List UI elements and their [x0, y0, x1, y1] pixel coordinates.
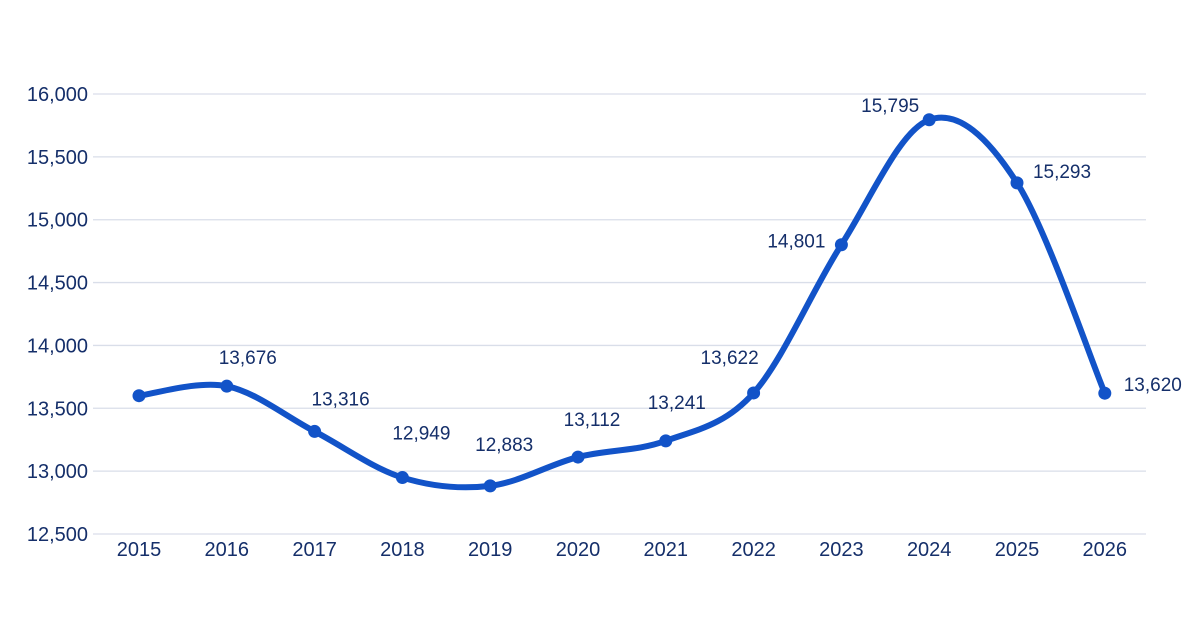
data-point-label: 13,620: [1124, 375, 1182, 396]
y-axis-tick-label: 15,500: [27, 147, 88, 169]
data-point-label: 15,293: [1033, 162, 1091, 183]
y-axis-tick-label: 13,000: [27, 461, 88, 483]
data-point-marker: [308, 424, 322, 438]
data-point-marker: [922, 113, 936, 127]
x-axis-tick-label: 2017: [292, 539, 337, 561]
x-axis-tick-label: 2021: [644, 539, 689, 561]
data-point-label: 13,241: [648, 393, 706, 414]
data-point-marker: [659, 434, 673, 448]
y-axis-tick-label: 15,000: [27, 210, 88, 232]
data-point-label: 13,676: [219, 348, 277, 369]
data-point-marker: [834, 238, 848, 252]
x-axis-tick-label: 2015: [117, 539, 162, 561]
data-point-marker: [1098, 386, 1112, 400]
data-point-marker: [1010, 176, 1024, 190]
data-point-marker: [220, 379, 234, 393]
data-point-label: 13,112: [564, 410, 621, 431]
x-axis-tick-label: 2025: [995, 539, 1040, 561]
data-point-label: 14,801: [767, 232, 825, 253]
data-point-marker: [132, 389, 146, 403]
x-axis-tick-label: 2019: [468, 539, 513, 561]
data-point-label: 12,883: [475, 435, 533, 456]
data-point-marker: [395, 471, 409, 485]
data-point-label: 12,949: [392, 424, 450, 445]
data-point-marker: [747, 386, 761, 400]
data-point-marker: [571, 450, 585, 464]
x-axis-tick-label: 2022: [731, 539, 776, 561]
x-axis-tick-label: 2024: [907, 539, 952, 561]
x-axis-tick-label: 2023: [819, 539, 864, 561]
x-axis-tick-label: 2018: [380, 539, 425, 561]
y-axis-tick-label: 13,500: [27, 398, 88, 420]
y-axis-tick-label: 14,000: [27, 335, 88, 357]
data-point-label: 13,316: [312, 389, 370, 410]
data-point-label: 15,795: [861, 96, 919, 117]
data-point-label: 13,622: [701, 348, 759, 369]
x-axis-tick-label: 2020: [556, 539, 601, 561]
y-axis-tick-label: 12,500: [27, 524, 88, 546]
y-axis-tick-label: 16,000: [27, 84, 88, 106]
x-axis-tick-label: 2026: [1083, 539, 1128, 561]
line-series-path: [136, 114, 1108, 491]
x-axis-tick-label: 2016: [205, 539, 250, 561]
data-point-marker: [483, 479, 497, 493]
y-axis-tick-label: 14,500: [27, 273, 88, 295]
